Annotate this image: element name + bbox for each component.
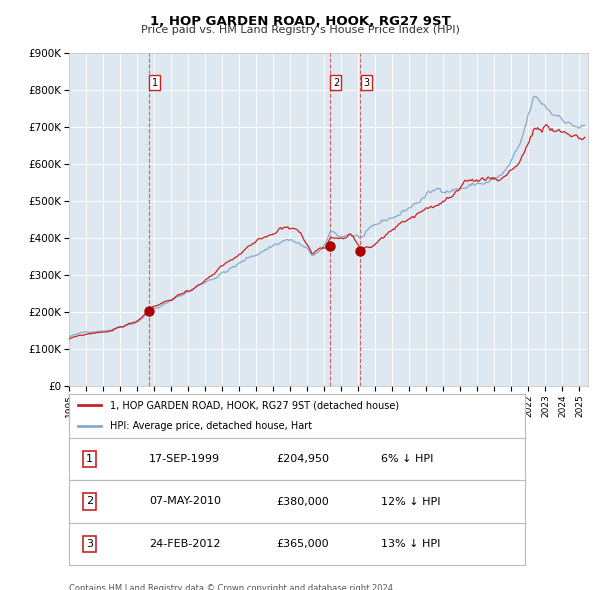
Text: 2: 2 [333, 78, 339, 88]
Text: 2: 2 [86, 497, 93, 506]
Text: 3: 3 [86, 539, 93, 549]
Text: 3: 3 [363, 78, 369, 88]
Text: Contains HM Land Registry data © Crown copyright and database right 2024.: Contains HM Land Registry data © Crown c… [69, 584, 395, 590]
Text: 1: 1 [152, 78, 158, 88]
Text: £204,950: £204,950 [277, 454, 329, 464]
Text: 12% ↓ HPI: 12% ↓ HPI [382, 497, 441, 506]
Text: HPI: Average price, detached house, Hart: HPI: Average price, detached house, Hart [110, 421, 312, 431]
Text: 13% ↓ HPI: 13% ↓ HPI [382, 539, 441, 549]
Text: 24-FEB-2012: 24-FEB-2012 [149, 539, 220, 549]
Text: 6% ↓ HPI: 6% ↓ HPI [382, 454, 434, 464]
Text: 07-MAY-2010: 07-MAY-2010 [149, 497, 221, 506]
Text: 1: 1 [86, 454, 93, 464]
Text: £365,000: £365,000 [277, 539, 329, 549]
Text: 17-SEP-1999: 17-SEP-1999 [149, 454, 220, 464]
Text: £380,000: £380,000 [277, 497, 329, 506]
Text: 1, HOP GARDEN ROAD, HOOK, RG27 9ST (detached house): 1, HOP GARDEN ROAD, HOOK, RG27 9ST (deta… [110, 401, 399, 411]
Text: 1, HOP GARDEN ROAD, HOOK, RG27 9ST: 1, HOP GARDEN ROAD, HOOK, RG27 9ST [149, 15, 451, 28]
Text: Price paid vs. HM Land Registry's House Price Index (HPI): Price paid vs. HM Land Registry's House … [140, 25, 460, 35]
